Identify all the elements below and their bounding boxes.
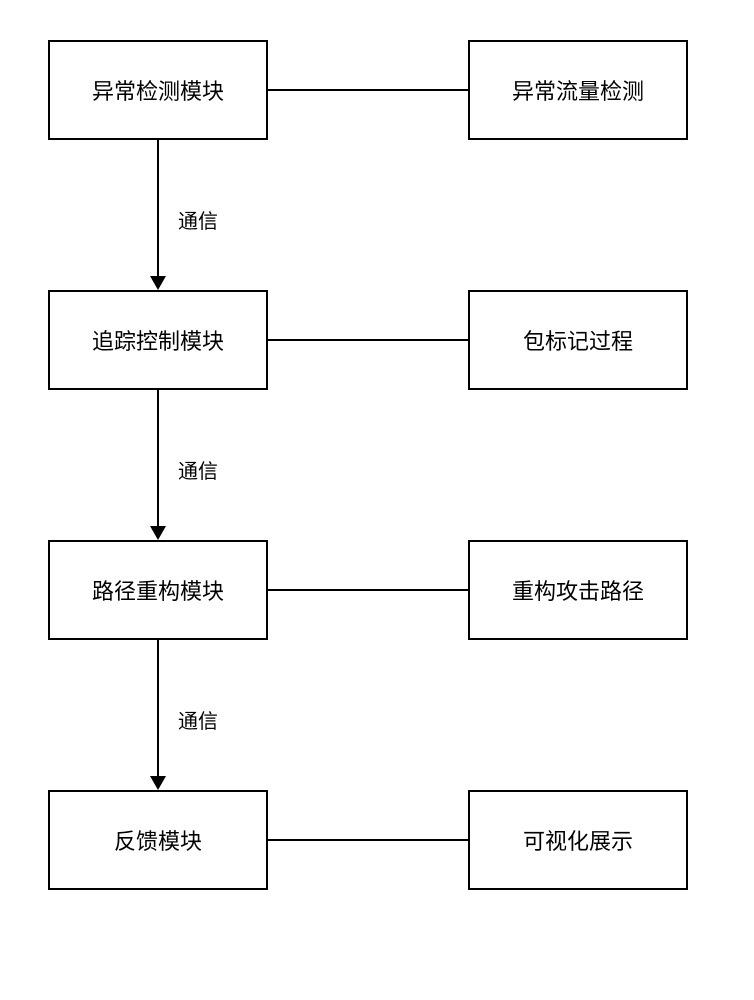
node-n5: 路径重构模块 <box>48 540 268 640</box>
node-label: 反馈模块 <box>114 824 202 856</box>
node-label: 包标记过程 <box>523 324 633 356</box>
h-connector <box>268 339 468 341</box>
node-n7: 反馈模块 <box>48 790 268 890</box>
node-label: 路径重构模块 <box>92 574 224 606</box>
arrow-down-icon <box>150 526 166 540</box>
v-connector <box>157 390 159 526</box>
node-n2: 异常流量检测 <box>468 40 688 140</box>
node-label: 异常流量检测 <box>512 74 644 106</box>
h-connector <box>268 589 468 591</box>
node-n4: 包标记过程 <box>468 290 688 390</box>
v-connector <box>157 140 159 276</box>
node-n3: 追踪控制模块 <box>48 290 268 390</box>
node-label: 异常检测模块 <box>92 74 224 106</box>
arrow-down-icon <box>150 776 166 790</box>
node-n6: 重构攻击路径 <box>468 540 688 640</box>
h-connector <box>268 839 468 841</box>
v-connector <box>157 640 159 776</box>
h-connector <box>268 89 468 91</box>
edge-label: 通信 <box>178 705 218 734</box>
node-label: 重构攻击路径 <box>512 574 644 606</box>
node-n8: 可视化展示 <box>468 790 688 890</box>
arrow-down-icon <box>150 276 166 290</box>
node-n1: 异常检测模块 <box>48 40 268 140</box>
node-label: 可视化展示 <box>523 824 633 856</box>
node-label: 追踪控制模块 <box>92 324 224 356</box>
edge-label: 通信 <box>178 455 218 484</box>
edge-label: 通信 <box>178 205 218 234</box>
